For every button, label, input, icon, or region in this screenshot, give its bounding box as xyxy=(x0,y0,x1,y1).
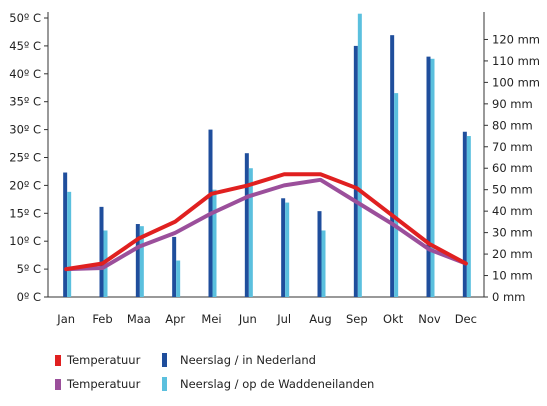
legend-temperatuur-purple: Temperatuur xyxy=(55,377,141,391)
x-tick-label: Jul xyxy=(276,312,291,326)
x-tick-label: Jan xyxy=(56,312,75,326)
x-tick-label: Maa xyxy=(127,312,151,326)
right-tick-label: 100 mm xyxy=(492,75,540,89)
line-temperatuur-red xyxy=(64,172,468,272)
bar-neerslag-nederland xyxy=(390,35,395,298)
bar-neerslag-nederland xyxy=(353,45,358,298)
x-tick-label: Sep xyxy=(346,312,368,326)
bar-neerslag-waddeneilanden xyxy=(176,260,181,297)
left-tick-label: 5º C xyxy=(17,262,41,276)
left-tick-label: 15º C xyxy=(9,206,41,220)
right-tick-label: 70 mm xyxy=(492,140,533,154)
left-tick-label: 10º C xyxy=(9,234,41,248)
right-tick-label: 20 mm xyxy=(492,247,533,261)
line-temperatuur-purple xyxy=(64,177,468,272)
bar-neerslag-nederland xyxy=(99,206,104,297)
legend-label: Neerslag / op de Waddeneilanden xyxy=(180,377,374,391)
bar-neerslag-waddeneilanden xyxy=(212,189,217,297)
bar-neerslag-nederland xyxy=(426,56,431,297)
bar-neerslag-waddeneilanden xyxy=(285,202,290,297)
bar-neerslag-nederland xyxy=(281,198,286,297)
bar-neerslag-nederland xyxy=(244,153,249,297)
x-tick-label: Feb xyxy=(92,312,112,326)
lines-layer xyxy=(64,172,468,272)
legend-neerslag-nederland: Neerslag / in Nederland xyxy=(162,353,316,367)
right-tick-label: 90 mm xyxy=(492,97,533,111)
left-tick-label: 0º C xyxy=(17,290,41,304)
bar-neerslag-waddeneilanden xyxy=(430,58,435,298)
x-tick-label: Nov xyxy=(418,312,441,326)
bar-neerslag-nederland xyxy=(317,211,322,297)
x-tick-label: Dec xyxy=(455,312,477,326)
bar-neerslag-nederland xyxy=(63,172,68,297)
x-tick-label: Aug xyxy=(309,312,331,326)
right-tick-label: 60 mm xyxy=(492,161,533,175)
bar-neerslag-waddeneilanden xyxy=(357,13,362,297)
left-tick-label: 25º C xyxy=(9,151,41,165)
right-tick-label: 80 mm xyxy=(492,118,533,132)
legend-swatch xyxy=(55,379,61,390)
left-tick-label: 45º C xyxy=(9,39,41,53)
left-tick-label: 20º C xyxy=(9,178,41,192)
left-tick-label: 40º C xyxy=(9,67,41,81)
legend-swatch xyxy=(162,377,167,391)
legend-swatch xyxy=(162,353,167,367)
legend-temperatuur-red: Temperatuur xyxy=(55,353,141,367)
axes-layer: 0º C 5º C 10º C 15º C 20º C 25º C 30º C 35º C 40… xyxy=(9,11,540,326)
right-tick-label: 50 mm xyxy=(492,183,533,197)
right-tick-label: 110 mm xyxy=(492,54,540,68)
bar-neerslag-waddeneilanden xyxy=(394,93,399,297)
legend: Temperatuur Temperatuur Neerslag / in Nede… xyxy=(55,353,374,391)
bar-neerslag-waddeneilanden xyxy=(321,230,326,297)
bar-neerslag-nederland xyxy=(462,131,467,297)
bar-neerslag-waddeneilanden xyxy=(248,168,253,297)
right-tick-label: 10 mm xyxy=(492,269,533,283)
x-tick-label: Jun xyxy=(238,312,257,326)
bar-neerslag-waddeneilanden xyxy=(139,226,144,297)
x-tick-label: Apr xyxy=(165,312,185,326)
left-tick-label: 30º C xyxy=(9,123,41,137)
right-tick-label: 120 mm xyxy=(492,32,540,46)
x-tick-label: Okt xyxy=(383,312,404,326)
legend-neerslag-waddeneilanden: Neerslag / op de Waddeneilanden xyxy=(162,377,374,391)
legend-label: Temperatuur xyxy=(66,353,141,367)
x-tick-label: Mei xyxy=(201,312,221,326)
bar-neerslag-nederland xyxy=(135,224,140,297)
right-tick-label: 0 mm xyxy=(492,290,525,304)
right-tick-label: 30 mm xyxy=(492,226,533,240)
left-tick-label: 35º C xyxy=(9,95,41,109)
legend-swatch xyxy=(55,355,61,366)
legend-label: Neerslag / in Nederland xyxy=(180,353,316,367)
left-tick-label: 50º C xyxy=(9,11,41,25)
bar-neerslag-waddeneilanden xyxy=(67,191,72,297)
bar-neerslag-nederland xyxy=(172,236,177,297)
legend-label: Temperatuur xyxy=(66,377,141,391)
right-tick-label: 40 mm xyxy=(492,204,533,218)
bar-neerslag-waddeneilanden xyxy=(466,136,471,297)
